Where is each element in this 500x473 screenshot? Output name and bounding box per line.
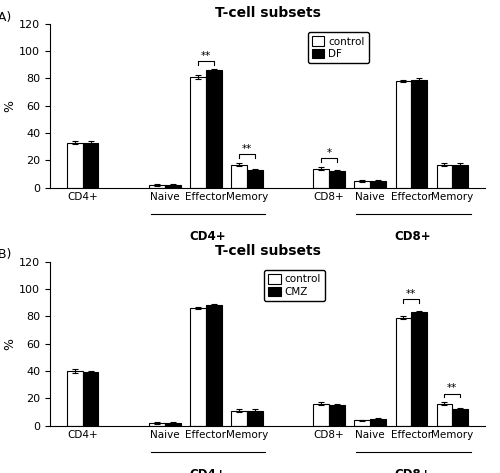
Bar bbox=[165, 185, 180, 188]
Text: **: ** bbox=[201, 51, 211, 61]
Bar bbox=[150, 185, 165, 188]
Bar bbox=[67, 143, 83, 188]
Text: *: * bbox=[326, 148, 332, 158]
Y-axis label: %: % bbox=[4, 100, 16, 112]
Bar bbox=[370, 419, 386, 426]
Bar bbox=[83, 143, 98, 188]
Bar bbox=[190, 308, 206, 426]
Bar bbox=[150, 423, 165, 426]
Bar bbox=[232, 165, 247, 188]
Bar bbox=[411, 312, 426, 426]
Text: CD8+: CD8+ bbox=[395, 230, 432, 244]
Text: (A): (A) bbox=[0, 10, 12, 24]
Text: **: ** bbox=[242, 144, 252, 154]
Bar bbox=[206, 70, 222, 188]
Y-axis label: %: % bbox=[4, 338, 16, 350]
Bar bbox=[436, 165, 452, 188]
Bar bbox=[165, 423, 180, 426]
Bar bbox=[370, 181, 386, 188]
Bar bbox=[314, 404, 329, 426]
Bar bbox=[411, 80, 426, 188]
Bar bbox=[354, 420, 370, 426]
Text: **: ** bbox=[447, 383, 458, 393]
Bar bbox=[190, 77, 206, 188]
Text: CD4+: CD4+ bbox=[190, 468, 226, 473]
Text: CD8+: CD8+ bbox=[395, 468, 432, 473]
Text: **: ** bbox=[406, 289, 416, 298]
Legend: control, DF: control, DF bbox=[308, 32, 369, 63]
Legend: control, CMZ: control, CMZ bbox=[264, 270, 326, 301]
Bar bbox=[206, 306, 222, 426]
Bar bbox=[354, 181, 370, 188]
Bar bbox=[452, 409, 468, 426]
Bar bbox=[247, 411, 262, 426]
Bar bbox=[247, 170, 262, 188]
Bar bbox=[396, 318, 411, 426]
Bar bbox=[436, 404, 452, 426]
Bar bbox=[314, 168, 329, 188]
Text: CD4+: CD4+ bbox=[190, 230, 226, 244]
Title: T-cell subsets: T-cell subsets bbox=[214, 244, 320, 258]
Bar bbox=[67, 371, 83, 426]
Bar bbox=[329, 171, 344, 188]
Bar bbox=[452, 165, 468, 188]
Bar bbox=[83, 372, 98, 426]
Title: T-cell subsets: T-cell subsets bbox=[214, 6, 320, 20]
Text: (B): (B) bbox=[0, 248, 12, 262]
Bar bbox=[232, 411, 247, 426]
Bar bbox=[329, 405, 344, 426]
Bar bbox=[396, 81, 411, 188]
